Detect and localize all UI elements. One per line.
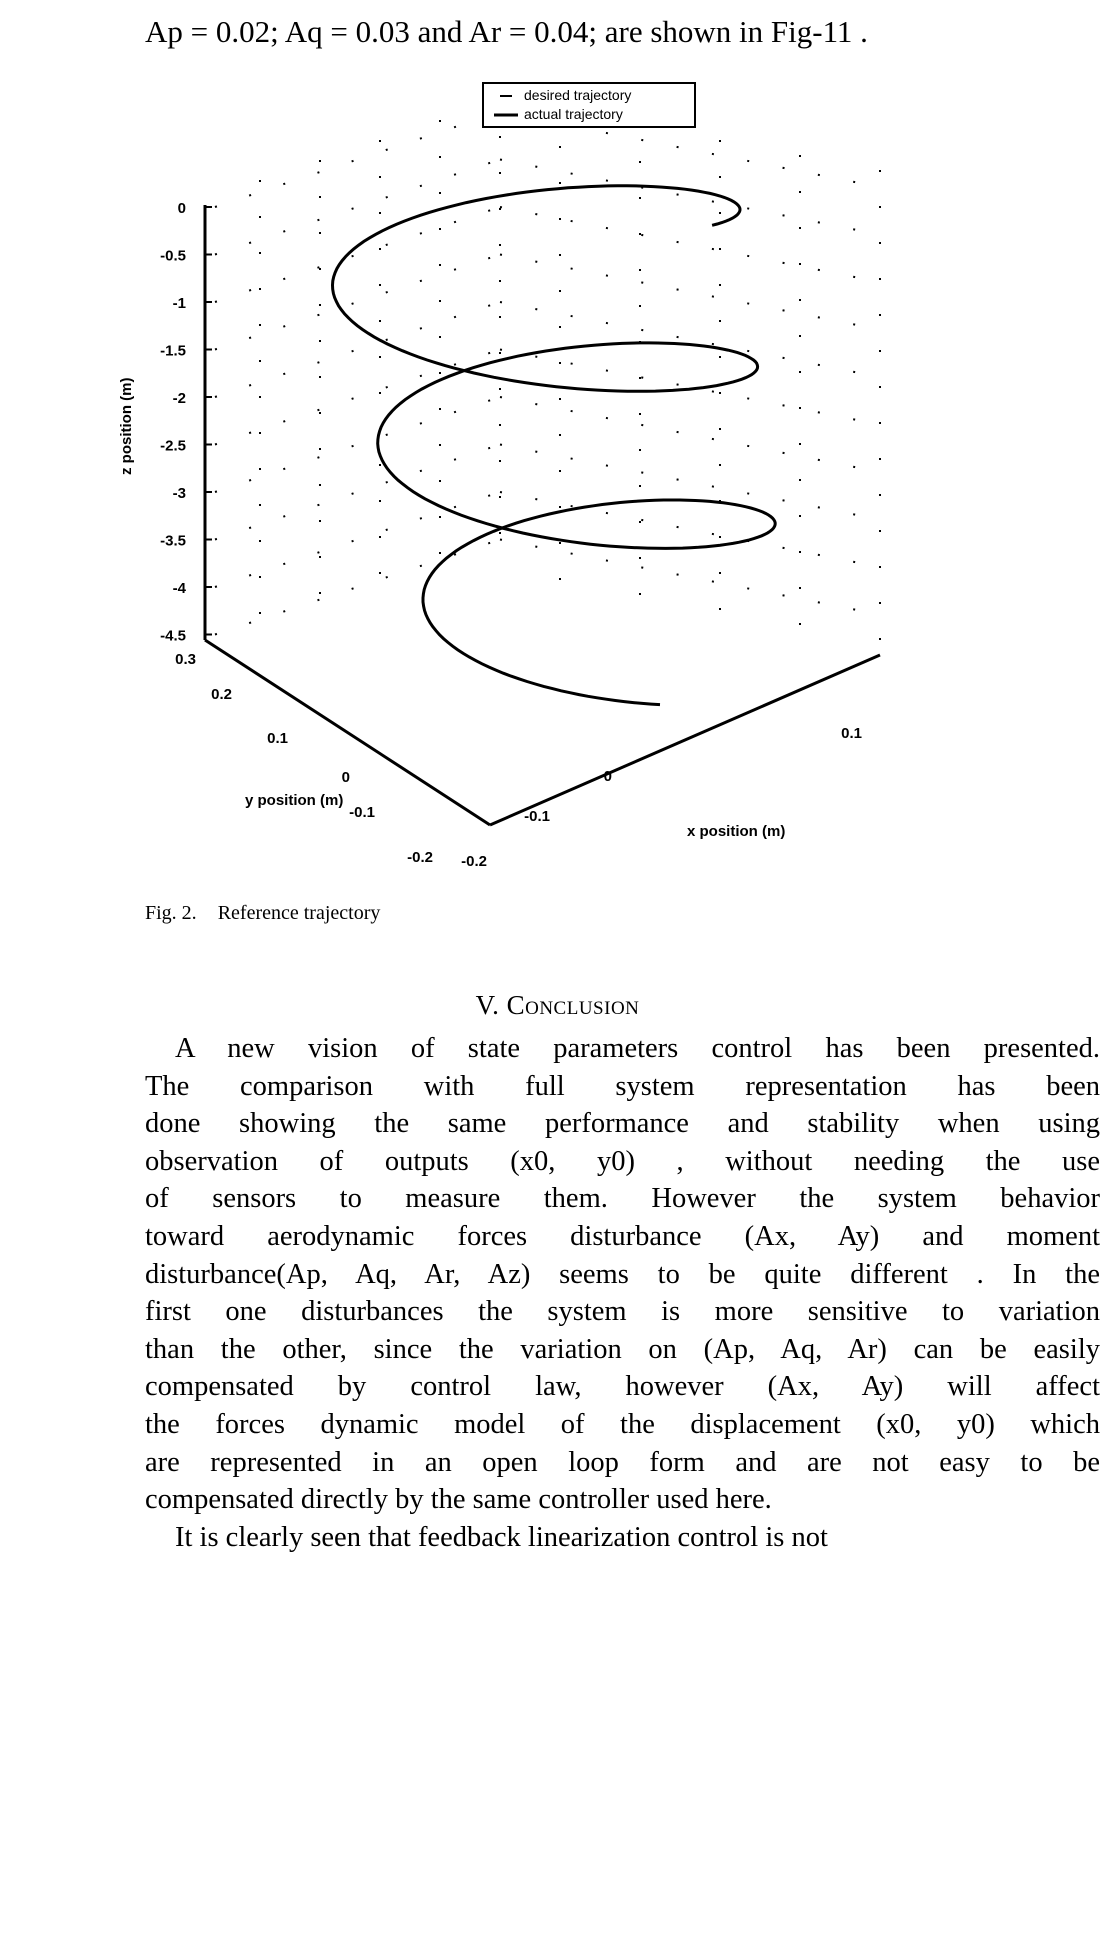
y-axis-label: y position (m) bbox=[245, 792, 343, 809]
grid-line bbox=[499, 396, 881, 473]
text-line: compensated directly by the same control… bbox=[145, 1484, 772, 1516]
text-line: first one disturbances the system is mor… bbox=[145, 1296, 1100, 1328]
section-number: V. bbox=[475, 990, 507, 1020]
tick-label: 0.1 bbox=[841, 725, 862, 742]
figure-caption-text: Reference trajectory bbox=[217, 902, 381, 924]
tick-label: 0 bbox=[342, 769, 350, 786]
grid-dots bbox=[214, 100, 881, 640]
grid-line bbox=[214, 206, 501, 303]
section-heading: V. Conclusion bbox=[0, 990, 1115, 1021]
grid-line bbox=[214, 443, 501, 541]
actual-trajectory-line bbox=[330, 184, 777, 707]
grid-line bbox=[214, 158, 501, 256]
text-line: are represented in an open loop form and… bbox=[145, 1446, 1100, 1478]
tick-label: 0.2 bbox=[211, 686, 232, 703]
top-text-line: Ap = 0.02; Aq = 0.03 and Ar = 0.04; are … bbox=[145, 14, 868, 49]
figure-caption-number: Fig. 2. bbox=[145, 902, 197, 924]
grid-line bbox=[214, 396, 501, 493]
figure-caption: Fig. 2. Reference trajectory bbox=[145, 902, 380, 925]
grid-line bbox=[499, 253, 881, 331]
tick-label: 0 bbox=[178, 200, 186, 217]
legend-desired-label: desired trajectory bbox=[524, 87, 631, 103]
text-line: done showing the same performance and st… bbox=[145, 1108, 1100, 1140]
tick-label: 0.1 bbox=[267, 730, 288, 747]
grid-line bbox=[499, 538, 881, 616]
tick-label: -2.5 bbox=[160, 438, 186, 455]
grid-line bbox=[499, 158, 881, 236]
tick-label: -2 bbox=[173, 390, 186, 407]
grid-line bbox=[499, 491, 881, 568]
tick-label: -4.5 bbox=[160, 628, 186, 645]
x-axis bbox=[489, 653, 881, 827]
tick-label: -3 bbox=[173, 485, 186, 502]
grid-line bbox=[214, 538, 501, 636]
paragraph-2: It is clearly seen that feedback lineari… bbox=[145, 1519, 1100, 1557]
tick-label: -0.2 bbox=[461, 853, 487, 870]
tick-label: -0.1 bbox=[349, 804, 375, 821]
text-line: The comparison with full system represen… bbox=[145, 1070, 1100, 1102]
tick-label: 0.3 bbox=[175, 651, 196, 668]
x-axis-label: x position (m) bbox=[687, 823, 785, 840]
tick-label: -0.2 bbox=[407, 849, 433, 866]
text-line: the forces dynamic model of the displace… bbox=[145, 1408, 1100, 1440]
text-line: observation of outputs (x0, y0) , withou… bbox=[145, 1145, 1100, 1177]
grid-line bbox=[214, 253, 501, 351]
grid-line bbox=[214, 301, 501, 398]
section-title: Conclusion bbox=[506, 990, 640, 1020]
tick-label: -0.5 bbox=[160, 248, 186, 265]
tick-label: -1 bbox=[173, 295, 186, 312]
grid-line bbox=[214, 111, 501, 208]
text-line: compensated by control law, however (Ax,… bbox=[145, 1371, 1100, 1403]
grid-line bbox=[214, 348, 501, 446]
text-line: of sensors to measure them. However the … bbox=[145, 1183, 1100, 1215]
paragraph-1: A new vision of state parameters control… bbox=[145, 1030, 1100, 1519]
z-axis-label: z position (m) bbox=[118, 378, 135, 476]
legend-actual-label: actual trajectory bbox=[524, 106, 623, 122]
conclusion-body: A new vision of state parameters control… bbox=[145, 1030, 1100, 1556]
text-line: toward aerodynamic forces disturbance (A… bbox=[145, 1220, 1100, 1252]
grid-line bbox=[214, 491, 501, 588]
text-line: A new vision of state parameters control… bbox=[175, 1033, 1100, 1064]
grid-line bbox=[499, 443, 881, 521]
text-line: than the other, since the variation on (… bbox=[145, 1333, 1100, 1365]
text-line: disturbance(Ap, Aq, Ar, Az) seems to be … bbox=[145, 1258, 1100, 1290]
tick-label: -3.5 bbox=[160, 533, 186, 550]
trajectory-figure: 0 -0.5 -1 -1.5 -2 -2.5 -3 -3.5 -4 -4.5 -0.2 -0.1 0 0… bbox=[118, 82, 881, 870]
tick-label: -4 bbox=[173, 580, 187, 597]
text-line: It is clearly seen that feedback lineari… bbox=[175, 1521, 828, 1553]
grid-line bbox=[499, 206, 881, 283]
grid-line bbox=[499, 301, 881, 378]
legend: desired trajectory actual trajectory bbox=[482, 82, 696, 128]
tick-label: -0.1 bbox=[524, 808, 550, 825]
tick-label: 0 bbox=[604, 768, 612, 785]
tick-label: -1.5 bbox=[160, 343, 186, 360]
y-axis bbox=[204, 638, 491, 827]
